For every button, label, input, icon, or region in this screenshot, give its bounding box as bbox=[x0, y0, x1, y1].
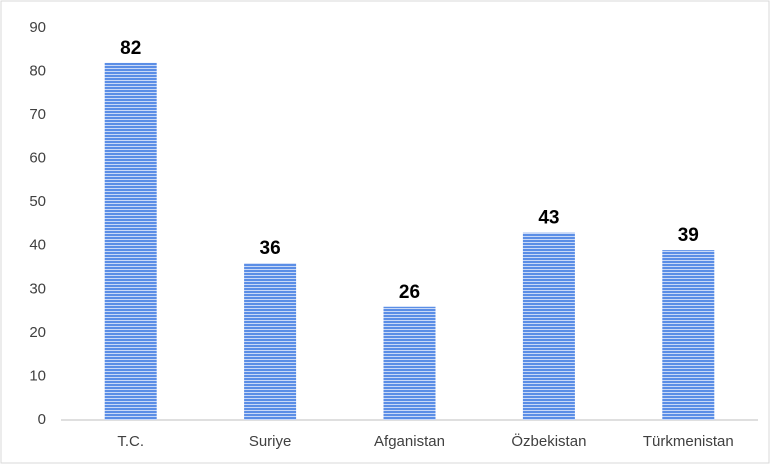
value-label: 43 bbox=[538, 208, 559, 229]
bar bbox=[383, 306, 436, 420]
y-tick-label: 60 bbox=[29, 150, 46, 167]
value-label: 36 bbox=[260, 238, 281, 259]
y-tick-label: 0 bbox=[38, 411, 46, 428]
value-label: 26 bbox=[399, 282, 420, 303]
x-tick-label: Afganistan bbox=[374, 433, 445, 450]
x-tick-label: Türkmenistan bbox=[643, 433, 734, 450]
value-label: 82 bbox=[120, 38, 141, 59]
y-tick-label: 50 bbox=[29, 193, 46, 210]
y-tick-label: 20 bbox=[29, 324, 46, 341]
y-tick-label: 30 bbox=[29, 280, 46, 297]
y-tick-label: 10 bbox=[29, 367, 46, 384]
y-tick-label: 40 bbox=[29, 237, 46, 254]
x-tick-label: Özbekistan bbox=[511, 432, 586, 450]
y-tick-label: 70 bbox=[29, 106, 46, 123]
bar bbox=[522, 232, 575, 420]
y-tick-label: 80 bbox=[29, 63, 46, 80]
bar bbox=[662, 250, 715, 420]
y-tick-label: 90 bbox=[29, 19, 46, 36]
x-tick-label: T.C. bbox=[117, 433, 144, 450]
value-label: 39 bbox=[678, 225, 699, 246]
x-tick-label: Suriye bbox=[249, 433, 292, 450]
bar bbox=[104, 62, 157, 420]
bar bbox=[244, 263, 297, 420]
